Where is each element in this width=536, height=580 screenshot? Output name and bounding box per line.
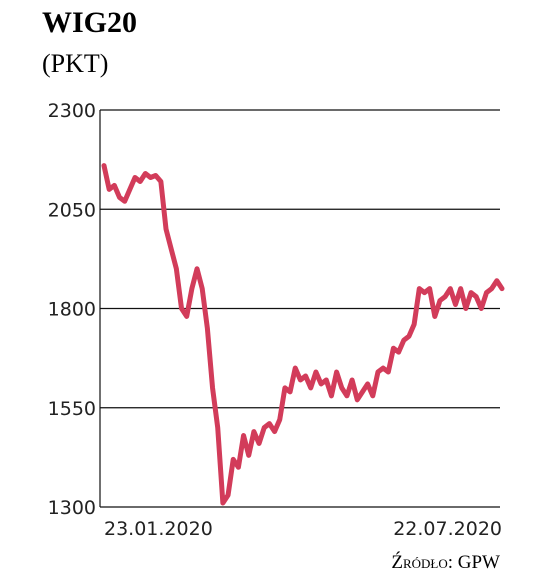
- source: Źródło: GPW: [391, 551, 500, 573]
- chart-title: WIG20: [42, 6, 137, 39]
- y-tick-label: 2300: [48, 100, 96, 122]
- y-tick-label: 1300: [48, 497, 96, 519]
- y-tick-label: 1550: [48, 398, 96, 420]
- data-line: [101, 163, 505, 506]
- y-tick-label: 1800: [48, 299, 96, 321]
- x-tick-label: 22.07.2020: [393, 518, 502, 540]
- x-tick-label: 23.01.2020: [104, 518, 213, 540]
- y-tick-label: 2050: [48, 199, 96, 221]
- chart-subtitle: (PKT): [42, 49, 108, 78]
